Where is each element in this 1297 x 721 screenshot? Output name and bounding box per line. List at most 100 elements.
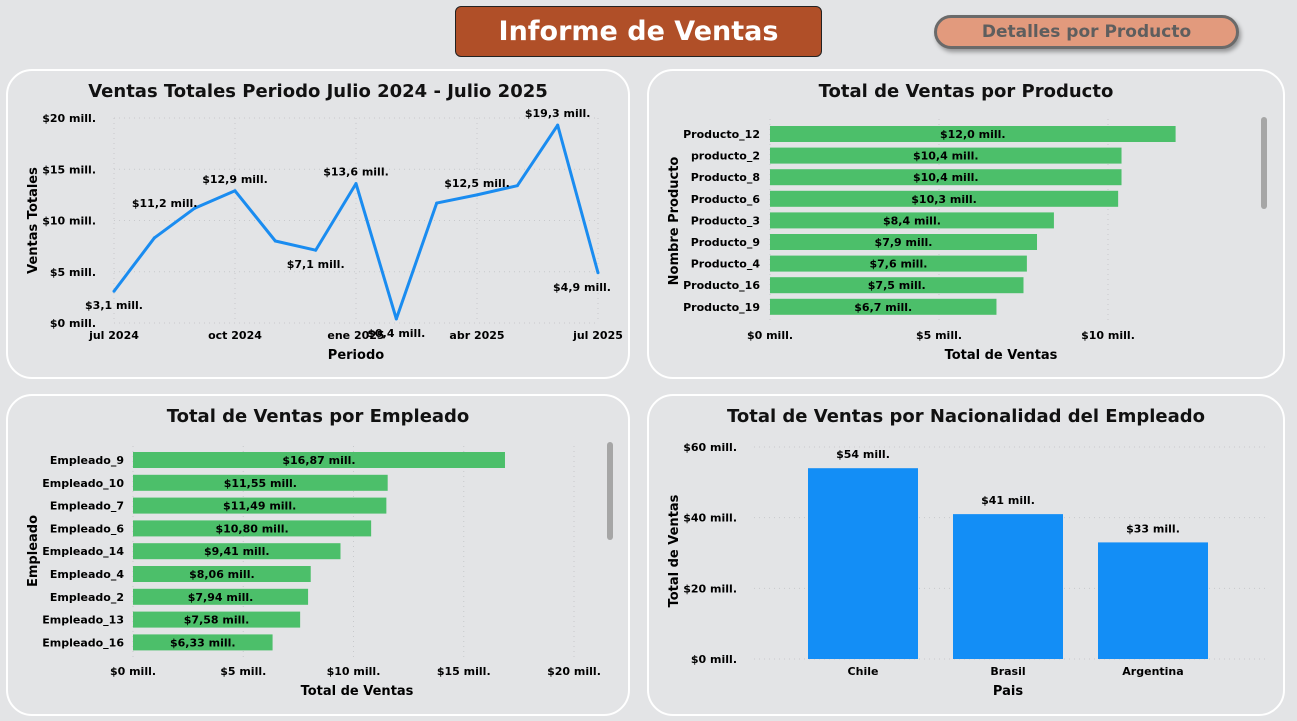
product-bar: [770, 277, 1024, 294]
line-x-tick: jul 2025: [572, 329, 623, 342]
line-x-tick: ene 2025: [327, 329, 384, 342]
employee-bar: [133, 588, 309, 605]
employee-x-tick: $0 mill.: [110, 665, 156, 678]
employee-data-label: $10,80 mill.: [215, 522, 288, 535]
employee-category-label: Empleado_6: [50, 522, 124, 535]
employee-bar-chart: $0 mill. $5 mill. $10 mill. $15 mill. $20 mi…: [26, 446, 601, 699]
line-data-label: $19,3 mill.: [525, 107, 591, 120]
nationality-x-axis-label: Pais: [993, 684, 1023, 699]
product-x-axis-label: Total de Ventas: [945, 348, 1058, 363]
line-data-point: [515, 184, 519, 188]
product-data-label: $7,9 mill.: [875, 236, 933, 249]
product-data-label: $6,7 mill.: [854, 301, 912, 314]
line-data-point: [193, 206, 197, 210]
employee-data-label: $11,55 mill.: [224, 477, 297, 490]
employee-category-label: Empleado_16: [42, 636, 124, 649]
line-data-label: $3,1 mill.: [85, 299, 143, 312]
line-data-point: [596, 271, 600, 275]
nationality-bar: [808, 468, 918, 659]
product-bar: [770, 190, 1119, 207]
employee-data-label: $8,06 mill.: [189, 568, 255, 581]
product-bar: [770, 298, 997, 315]
nationality-y-tick: $40 mill.: [683, 512, 737, 525]
nationality-y-tick: $0 mill.: [691, 653, 737, 666]
product-category-label: Producto_19: [683, 301, 760, 314]
employee-bar: [133, 474, 388, 491]
nationality-data-label: $41 mill.: [981, 494, 1035, 507]
line-data-label: $11,2 mill.: [132, 197, 198, 210]
nationality-category-label: Brasil: [990, 665, 1025, 678]
product-bar: [770, 212, 1054, 229]
employee-bar: [133, 566, 311, 582]
line-x-tick: abr 2025: [449, 329, 504, 342]
product-category-label: Producto_6: [691, 193, 761, 206]
line-x-tick: oct 2024: [208, 329, 262, 342]
line-data-point: [394, 317, 398, 321]
product-bar: [770, 169, 1122, 186]
nationality-chart-panel: Total de Ventas por Nacionalidad del Emp…: [647, 394, 1285, 716]
employee-x-axis-label: Total de Ventas: [301, 684, 414, 699]
line-data-label: $0,4 mill.: [367, 327, 425, 340]
employee-bar: [133, 543, 341, 560]
product-bar: [770, 147, 1122, 164]
product-details-button[interactable]: Detalles por Producto: [934, 15, 1239, 49]
nationality-y-axis-label: Total de Ventas: [667, 494, 682, 607]
line-data-point: [112, 289, 116, 293]
product-x-tick: $5 mill.: [916, 329, 962, 342]
product-data-label: $10,4 mill.: [913, 150, 979, 163]
employee-data-label: $7,94 mill.: [188, 591, 254, 604]
product-bar: [770, 234, 1038, 250]
product-x-tick: $0 mill.: [747, 329, 793, 342]
line-data-point: [354, 182, 358, 186]
product-y-axis-label: Nombre Producto: [667, 157, 682, 286]
employee-bar: [133, 611, 301, 628]
line-y-tick: $5 mill.: [50, 266, 96, 279]
employee-data-label: $7,58 mill.: [184, 614, 250, 627]
employee-bar: [133, 634, 273, 651]
line-y-tick: $10 mill.: [42, 215, 96, 228]
product-bar: [770, 126, 1176, 142]
line-y-axis-label: Ventas Totales: [26, 167, 41, 274]
line-data-point: [314, 248, 318, 252]
product-category-label: producto_2: [691, 150, 760, 163]
nationality-y-tick: $60 mill.: [683, 441, 737, 454]
product-data-label: $7,5 mill.: [868, 279, 926, 292]
employee-y-axis-label: Empleado: [26, 515, 41, 587]
employee-category-label: Empleado_7: [50, 500, 124, 513]
nationality-data-label: $54 mill.: [836, 448, 890, 461]
employee-x-tick: $20 mill.: [547, 665, 601, 678]
employee-category-label: Empleado_10: [42, 477, 124, 490]
nationality-category-label: Chile: [848, 665, 879, 678]
nationality-bar: [1098, 542, 1208, 659]
line-series: [112, 123, 600, 321]
line-data-point: [273, 239, 277, 243]
employee-category-label: Empleado_9: [50, 454, 124, 467]
employee-chart-scrollbar[interactable]: [607, 442, 613, 540]
product-bar-chart: $0 mill. $5 mill. $10 mill. Producto_12 $12,…: [667, 119, 1176, 363]
line-y-tick: $0 mill.: [50, 317, 96, 330]
employee-bar: [133, 520, 372, 537]
product-category-label: Producto_3: [691, 214, 760, 227]
line-chart: $0 mill. $5 mill. $10 mill. $15 mill. $20 mi…: [26, 107, 623, 363]
product-data-label: $8,4 mill.: [883, 214, 941, 227]
line-data-point: [475, 193, 479, 197]
line-data-label: $7,1 mill.: [287, 258, 345, 271]
line-data-point: [435, 201, 439, 205]
product-chart-scrollbar[interactable]: [1261, 117, 1267, 209]
employee-category-label: Empleado_14: [42, 545, 124, 558]
line-data-label: $12,9 mill.: [202, 173, 268, 186]
employee-category-label: Empleado_2: [50, 591, 124, 604]
line-y-tick: $15 mill.: [42, 163, 96, 176]
employee-chart-panel: Total de Ventas por Empleado $0 mill. $5 …: [6, 394, 630, 716]
nationality-bar-chart: $0 mill. $20 mill. $40 mill. $60 mill. $54 m…: [667, 441, 1269, 699]
product-chart-panel: Total de Ventas por Producto $0 mill. $5 …: [647, 69, 1285, 379]
employee-category-label: Empleado_4: [50, 568, 124, 581]
nationality-bar: [953, 514, 1063, 659]
nationality-chart-title: Total de Ventas por Nacionalidad del Emp…: [726, 406, 1206, 427]
product-category-label: Producto_8: [691, 171, 760, 184]
report-title: Informe de Ventas: [455, 6, 822, 57]
product-bar: [770, 255, 1027, 272]
line-data-point: [152, 236, 156, 240]
line-data-label: $13,6 mill.: [323, 166, 389, 179]
employee-data-label: $16,87 mill.: [282, 454, 355, 467]
